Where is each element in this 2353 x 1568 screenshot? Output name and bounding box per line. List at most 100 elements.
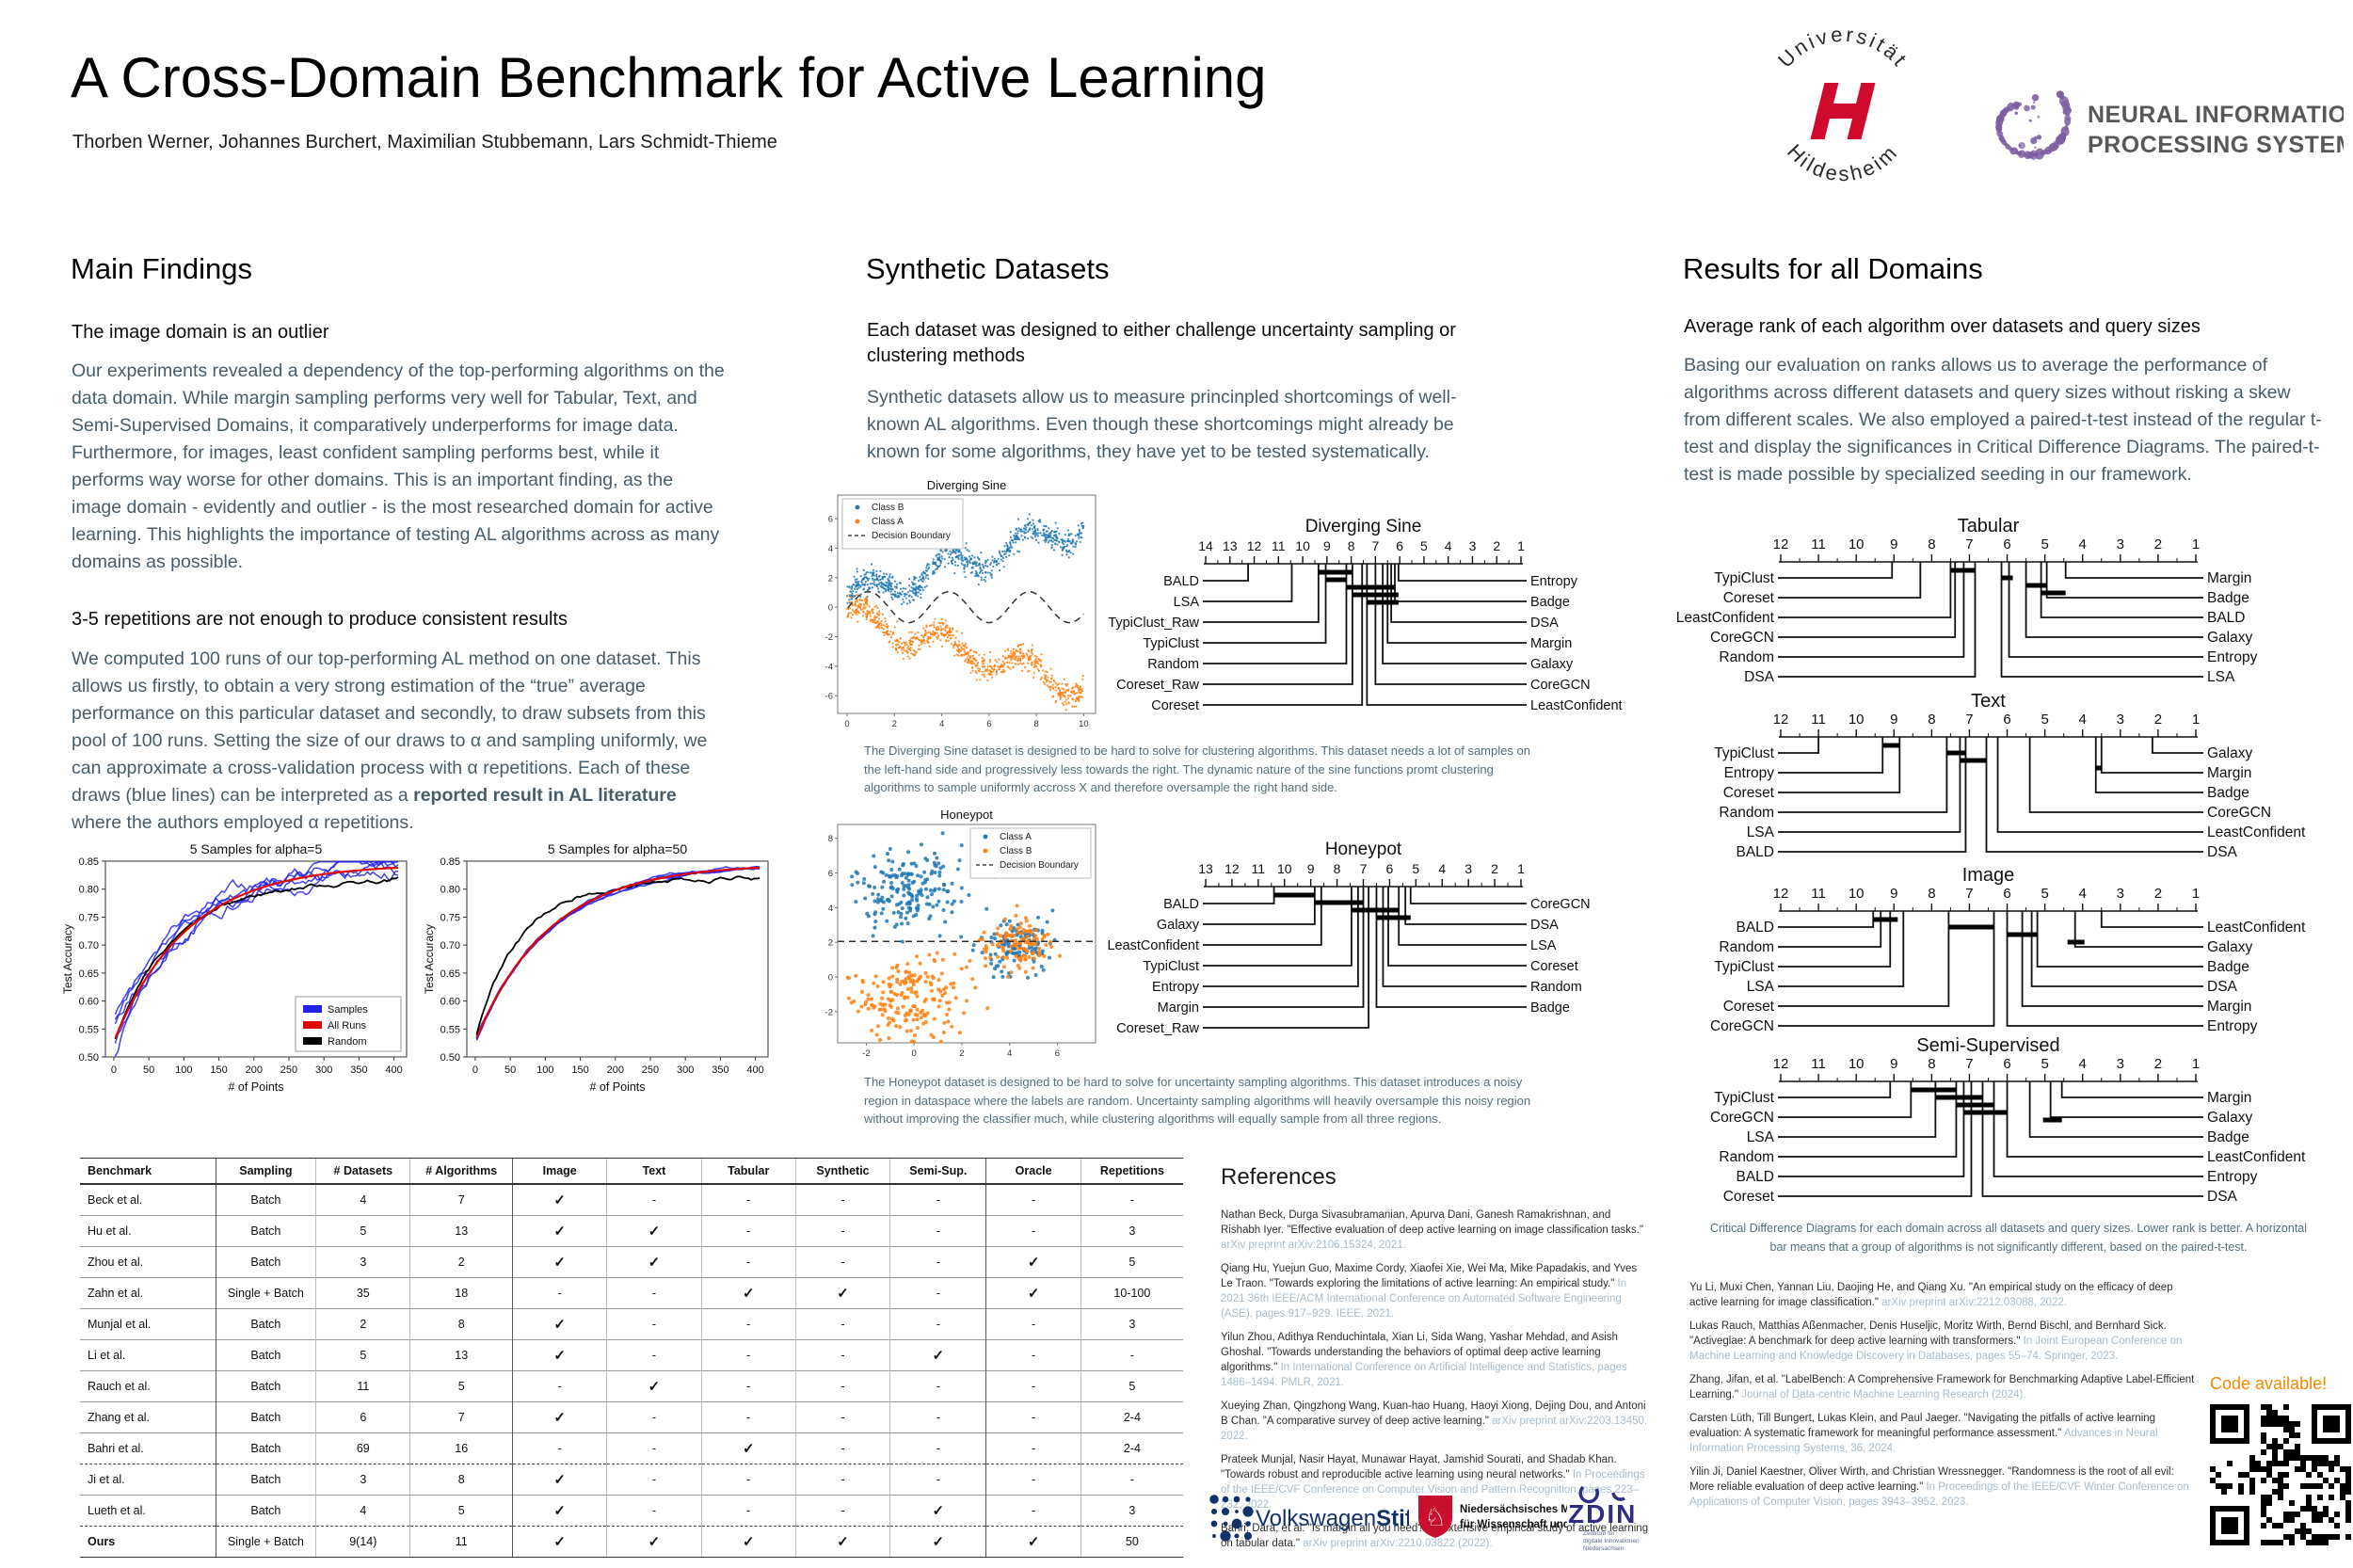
svg-text:2: 2 xyxy=(892,719,897,729)
svg-text:5: 5 xyxy=(2041,1056,2048,1072)
svg-text:12: 12 xyxy=(1773,1056,1789,1072)
svg-text:13: 13 xyxy=(1223,538,1238,553)
svg-text:6: 6 xyxy=(828,869,833,879)
svg-text:7: 7 xyxy=(1965,886,1973,902)
svg-text:Class A: Class A xyxy=(1000,832,1032,842)
svg-text:2: 2 xyxy=(828,938,833,949)
svg-text:Galaxy: Galaxy xyxy=(2207,745,2252,761)
svg-text:Class B: Class B xyxy=(872,503,904,513)
svg-text:0: 0 xyxy=(828,603,833,614)
svg-text:LeastConfident: LeastConfident xyxy=(1530,698,1623,713)
table-cell: 16 xyxy=(409,1432,513,1464)
svg-text:1: 1 xyxy=(1517,538,1525,553)
synthetic-paragraph: Synthetic datasets allow us to measure p… xyxy=(867,387,1457,462)
svg-text:0.70: 0.70 xyxy=(440,940,460,952)
svg-text:BALD: BALD xyxy=(1163,897,1199,912)
svg-text:LeastConfident: LeastConfident xyxy=(1107,938,1199,953)
svg-text:Universität: Universität xyxy=(1773,23,1913,72)
table-cell: Batch xyxy=(215,1495,316,1527)
svg-text:3: 3 xyxy=(2117,1056,2124,1072)
svg-text:Random: Random xyxy=(1719,1149,1774,1165)
svg-text:3: 3 xyxy=(2117,712,2124,728)
table-cell: ✓ xyxy=(512,1339,607,1371)
table-cell-benchmark: Zhou et al. xyxy=(80,1246,216,1278)
table-cell: Batch xyxy=(215,1370,316,1402)
svg-text:0.75: 0.75 xyxy=(79,912,99,923)
svg-text:6: 6 xyxy=(2003,886,2010,902)
table-cell: ✓ xyxy=(512,1464,607,1496)
table-cell: - xyxy=(1080,1464,1183,1496)
table-cell: ✓ xyxy=(606,1370,702,1402)
svg-text:12: 12 xyxy=(1773,886,1789,902)
cd-diagram-image: Image123456789101112BALDRandomTypiClustL… xyxy=(1710,865,2306,1034)
table-cell: 10-100 xyxy=(1080,1277,1183,1309)
uni-logo-top-text: Universität xyxy=(1773,23,1911,72)
table-cell-benchmark: Zahn et al. xyxy=(80,1277,216,1309)
svg-text:0.75: 0.75 xyxy=(440,912,460,923)
table-cell: 7 xyxy=(409,1401,513,1433)
table-cell: 6 xyxy=(315,1401,410,1433)
svg-text:DSA: DSA xyxy=(2207,979,2238,995)
svg-text:300: 300 xyxy=(677,1064,694,1076)
table-cell: - xyxy=(1080,1339,1183,1371)
table-cell: - xyxy=(794,1339,890,1371)
svg-text:LeastConfident: LeastConfident xyxy=(1676,610,1775,626)
benchmark-comparison-table: Benchmark Sampling # Datasets # Algorithms I… xyxy=(80,1158,1183,1558)
uni-logo-bottom-text: Hildesheim xyxy=(1783,139,1900,185)
reference-item: Nathan Beck, Durga Sivasubramanian, Apur… xyxy=(1221,1208,1652,1253)
svg-text:0: 0 xyxy=(111,1064,117,1076)
table-row: Bahri et al. Batch 69 16- - ✓ - - -2-4 xyxy=(80,1432,1183,1464)
svg-text:300: 300 xyxy=(315,1064,332,1076)
table-cell: - xyxy=(794,1464,890,1496)
svg-text:8: 8 xyxy=(1928,886,1935,902)
table-cell: - xyxy=(889,1464,986,1496)
svg-text:2: 2 xyxy=(1493,538,1500,553)
svg-text:2: 2 xyxy=(2154,536,2162,552)
table-cell: - xyxy=(889,1401,986,1433)
table-cell: 2-4 xyxy=(1080,1432,1183,1464)
svg-text:4: 4 xyxy=(2079,886,2087,902)
svg-text:6: 6 xyxy=(2003,1056,2010,1072)
references-column-2: Yu Li, Muxi Chen, Yannan Liu, Daojing He… xyxy=(1689,1280,2196,1518)
svg-text:100: 100 xyxy=(175,1064,192,1076)
table-cell: - xyxy=(606,1464,702,1496)
svg-text:Honeypot: Honeypot xyxy=(1325,840,1402,859)
table-row: Ours Single + Batch 9(14) 11 ✓ ✓ ✓ ✓ ✓ ✓ 50 xyxy=(80,1526,1183,1558)
table-cell: Batch xyxy=(215,1401,316,1433)
svg-text:LSA: LSA xyxy=(1747,979,1775,995)
svg-text:0.85: 0.85 xyxy=(79,856,99,868)
svg-text:Badge: Badge xyxy=(1530,595,1570,610)
svg-text:BALD: BALD xyxy=(2207,610,2246,626)
svg-text:11: 11 xyxy=(1252,861,1266,876)
table-cell: Batch xyxy=(215,1432,316,1464)
table-cell: 5 xyxy=(1080,1246,1183,1278)
zdin-swirl2-icon xyxy=(1611,1492,1625,1501)
ministry-horse-icon: ♘ xyxy=(1424,1503,1446,1531)
svg-text:9: 9 xyxy=(1890,536,1897,552)
svg-text:Class B: Class B xyxy=(1000,846,1032,856)
reference-venue: arXiv preprint arXiv:2212.03088, 2022. xyxy=(1881,1297,2068,1308)
svg-text:2: 2 xyxy=(2154,886,2162,902)
svg-text:Diverging Sine: Diverging Sine xyxy=(927,478,1007,492)
table-cell: ✓ xyxy=(606,1526,702,1558)
svg-text:Margin: Margin xyxy=(2207,1090,2251,1106)
table-row: Zhou et al. Batch 3 2 ✓ ✓ - - - ✓ 5 xyxy=(80,1246,1183,1278)
svg-text:3: 3 xyxy=(2117,886,2124,902)
cd-diagram-honeypot: Honeypot12345678910111213BALDGalaxyLeast… xyxy=(1107,840,1590,1036)
qr-code[interactable] xyxy=(2208,1402,2353,1552)
svg-text:4: 4 xyxy=(1438,861,1446,876)
svg-text:DSA: DSA xyxy=(2207,1189,2238,1205)
svg-text:0.60: 0.60 xyxy=(79,997,99,1008)
svg-text:50: 50 xyxy=(143,1064,154,1076)
reference-item: Yu Li, Muxi Chen, Yannan Liu, Daojing He… xyxy=(1689,1280,2196,1310)
table-cell-benchmark: Ours xyxy=(80,1526,216,1558)
svg-text:200: 200 xyxy=(246,1064,263,1076)
svg-text:0.55: 0.55 xyxy=(79,1024,99,1035)
svg-text:Random: Random xyxy=(1719,939,1774,955)
table-cell: - xyxy=(794,1495,890,1527)
svg-text:CoreGCN: CoreGCN xyxy=(1710,1110,1774,1126)
svg-text:9: 9 xyxy=(1890,1056,1897,1072)
table-cell: 3 xyxy=(315,1464,410,1496)
reference-venue: Advances in Neural Information Processin… xyxy=(1689,1428,2158,1454)
table-row: Li et al. Batch 5 13 ✓ - - - ✓ - - xyxy=(80,1339,1183,1371)
